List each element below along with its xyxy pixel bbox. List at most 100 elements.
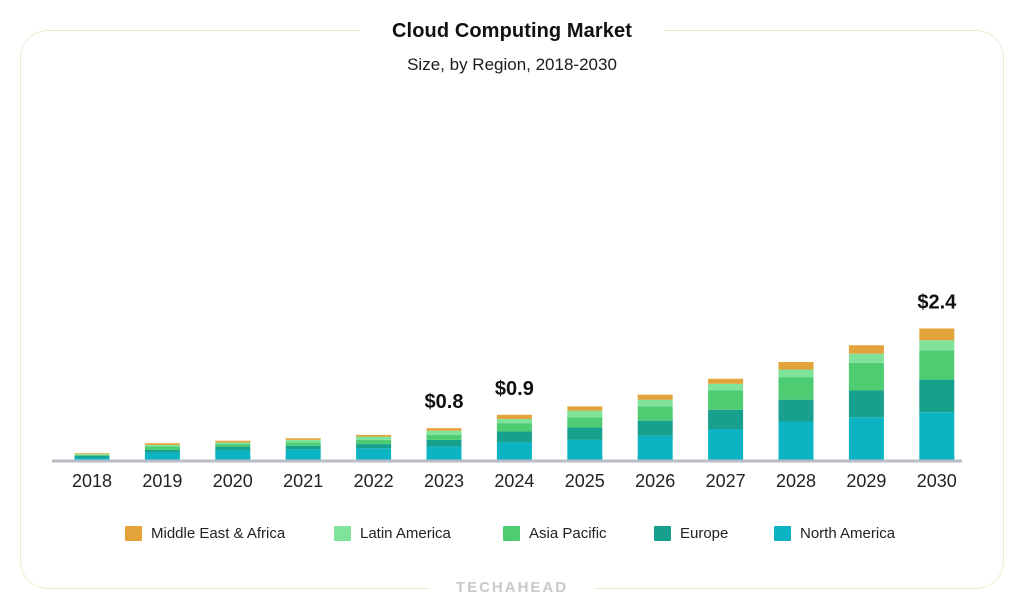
bar-2021-latin-america: [285, 439, 321, 443]
legend-label-latin-america: Latin America: [360, 524, 451, 542]
watermark-box: TECHAHEAD: [430, 576, 594, 600]
data-label-2024: $0.9: [495, 378, 534, 400]
bar-2024-latin-america: [496, 418, 532, 424]
legend-item-north-america: North America: [774, 522, 895, 544]
bar-2018-asia-pacific: [74, 454, 110, 456]
bar-2025-latin-america: [567, 410, 603, 418]
x-tick-label-2026: 2026: [635, 471, 675, 491]
bar-2024-europe: [496, 431, 532, 443]
legend: Middle East & Africa Latin America Asia …: [0, 522, 1024, 546]
bar-2020-middle-east-africa: [215, 440, 251, 443]
x-tick-label-2027: 2027: [706, 471, 746, 491]
bar-2027-asia-pacific: [708, 390, 744, 410]
bar-2030-middle-east-africa: [919, 328, 955, 341]
bar-2028-europe: [778, 399, 814, 422]
x-tick-label-2023: 2023: [424, 471, 464, 491]
chart-subtitle: Size, by Region, 2018-2030: [407, 55, 617, 74]
bar-2021-north-america: [285, 449, 321, 460]
bar-2028-latin-america: [778, 369, 814, 378]
bar-2019-asia-pacific: [144, 446, 180, 450]
bar-2029-europe: [848, 390, 884, 418]
bar-2026-north-america: [637, 435, 673, 460]
legend-label-middle-east-africa: Middle East & Africa: [151, 524, 286, 542]
bar-2023-middle-east-africa: [426, 428, 462, 431]
bar-2030-asia-pacific: [919, 350, 955, 380]
bar-2019-north-america: [144, 452, 180, 460]
bar-2030-latin-america: [919, 340, 955, 351]
bar-2019-europe: [144, 449, 180, 453]
x-tick-label-2020: 2020: [213, 471, 253, 491]
legend-label-north-america: North America: [800, 524, 896, 542]
techahead-logo: TECHAHEAD: [455, 579, 569, 596]
legend-swatch-asia-pacific: [503, 525, 520, 541]
bar-2028-asia-pacific: [778, 377, 814, 400]
bar-2019-middle-east-africa: [144, 443, 180, 445]
legend-swatch-latin-america: [334, 525, 351, 541]
legend-label-asia-pacific: Asia Pacific: [529, 524, 607, 542]
x-tick-label-2018: 2018: [72, 471, 112, 491]
x-tick-label-2028: 2028: [776, 471, 816, 491]
bar-2026-asia-pacific: [637, 406, 673, 421]
bar-2025-middle-east-africa: [567, 406, 603, 411]
data-label-2023: $0.8: [425, 391, 464, 413]
title-box: Cloud Computing Market: [360, 14, 664, 54]
bar-2023-north-america: [426, 446, 462, 460]
bar-2024-asia-pacific: [496, 423, 532, 432]
chart-frame: [20, 30, 1004, 589]
bar-2029-latin-america: [848, 353, 884, 363]
bar-2021-asia-pacific: [285, 442, 321, 446]
bar-2028-middle-east-africa: [778, 362, 814, 370]
bar-2026-latin-america: [637, 399, 673, 407]
legend-label-europe: Europe: [680, 524, 729, 542]
bar-2026-europe: [637, 420, 673, 436]
bar-2020-north-america: [215, 449, 251, 460]
x-tick-label-2022: 2022: [354, 471, 394, 491]
bar-2021-middle-east-africa: [285, 438, 321, 440]
bar-2020-latin-america: [215, 442, 251, 445]
bar-2018-north-america: [74, 457, 110, 460]
bar-2027-latin-america: [708, 383, 744, 391]
x-tick-label-2029: 2029: [846, 471, 886, 491]
bar-2030-north-america: [919, 412, 955, 460]
bar-2023-latin-america: [426, 430, 462, 435]
bar-2018-europe: [74, 455, 110, 458]
x-tick-label-2024: 2024: [494, 471, 534, 491]
bar-2028-north-america: [778, 421, 814, 460]
legend-item-asia-pacific: Asia Pacific: [503, 522, 607, 544]
bar-2020-asia-pacific: [215, 444, 251, 447]
bar-2022-middle-east-africa: [356, 434, 392, 437]
bar-2029-middle-east-africa: [848, 345, 884, 354]
bar-2026-middle-east-africa: [637, 394, 673, 400]
bar-2024-middle-east-africa: [496, 414, 532, 419]
bar-2027-north-america: [708, 429, 744, 460]
bar-2021-europe: [285, 445, 321, 450]
bar-2024-north-america: [496, 442, 532, 460]
bar-2027-europe: [708, 409, 744, 430]
x-tick-label-2021: 2021: [283, 471, 323, 491]
bar-2022-asia-pacific: [356, 439, 392, 445]
legend-item-latin-america: Latin America: [334, 522, 451, 544]
x-tick-label-2025: 2025: [565, 471, 605, 491]
legend-item-middle-east-africa: Middle East & Africa: [125, 522, 285, 544]
bar-2029-north-america: [848, 417, 884, 460]
legend-swatch-north-america: [774, 525, 791, 541]
bar-2022-latin-america: [356, 436, 392, 440]
bar-2030-europe: [919, 379, 955, 413]
x-tick-label-2030: 2030: [917, 471, 957, 491]
bar-2018-middle-east-africa: [74, 453, 110, 455]
x-tick-label-2019: 2019: [142, 471, 182, 491]
bar-2023-asia-pacific: [426, 434, 462, 440]
data-label-2030: $2.4: [917, 292, 957, 314]
bar-2018-latin-america: [74, 454, 110, 455]
bar-2029-asia-pacific: [848, 362, 884, 391]
legend-swatch-europe: [654, 525, 671, 541]
bar-2027-middle-east-africa: [708, 378, 744, 384]
bar-2022-europe: [356, 444, 392, 449]
chart-title: Cloud Computing Market: [392, 20, 632, 42]
bar-2020-europe: [215, 446, 251, 450]
bar-2025-europe: [567, 427, 603, 440]
bar-2023-europe: [426, 439, 462, 447]
legend-item-europe: Europe: [654, 522, 728, 544]
